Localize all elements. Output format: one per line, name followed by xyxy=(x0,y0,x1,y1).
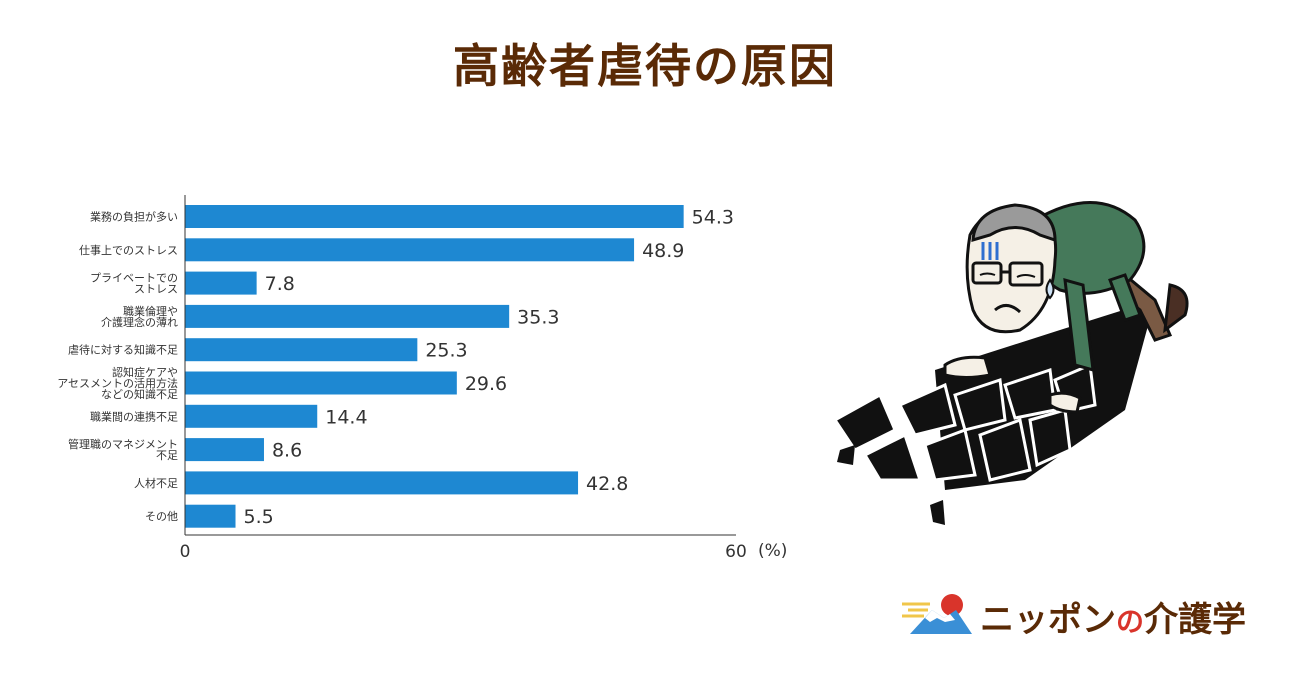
bar-6 xyxy=(185,404,318,428)
mount-fuji-sun-icon xyxy=(902,594,972,634)
category-label-line: 不足 xyxy=(156,449,178,462)
category-label-2: プライベートでのストレス xyxy=(90,272,178,296)
bar-8 xyxy=(185,471,579,495)
bar-1 xyxy=(185,238,635,262)
x-tick-label-0: 0 xyxy=(180,542,191,562)
category-label-0: 業務の負担が多い xyxy=(90,210,178,224)
category-label-7: 管理職のマネジメント不足 xyxy=(68,437,178,462)
category-label-line: ストレス xyxy=(134,283,178,296)
value-label-2: 7.8 xyxy=(265,273,295,295)
x-tick-label-1: 60 xyxy=(725,542,747,562)
value-label-5: 29.6 xyxy=(465,373,507,395)
category-label-6: 職業間の連携不足 xyxy=(90,409,178,423)
value-label-0: 54.3 xyxy=(692,207,734,229)
category-label-line: アセスメントの活用方法 xyxy=(57,376,178,390)
bar-9 xyxy=(185,504,236,528)
brand-logo: ニッポンの介護学 xyxy=(900,590,1260,640)
value-label-1: 48.9 xyxy=(642,240,684,262)
bar-7 xyxy=(185,438,264,462)
category-label-5: 認知症ケアやアセスメントの活用方法などの知識不足 xyxy=(57,365,178,401)
bar-0 xyxy=(185,205,684,228)
category-label-9: その他 xyxy=(145,510,178,523)
category-label-line: 管理職のマネジメント xyxy=(68,437,178,451)
category-label-line: 虐待に対する知識不足 xyxy=(68,343,178,357)
logo-text-end: 介護学 xyxy=(1144,600,1247,640)
elderly-man-illustration xyxy=(832,201,1189,525)
category-label-line: 職業倫理や xyxy=(123,304,178,318)
category-label-line: 人材不足 xyxy=(134,476,178,490)
x-unit-label: (%) xyxy=(758,541,787,561)
category-label-line: 業務の負担が多い xyxy=(90,210,178,224)
value-label-6: 14.4 xyxy=(325,406,367,428)
category-label-line: 介護理念の薄れ xyxy=(101,315,178,329)
value-label-3: 35.3 xyxy=(517,306,559,328)
logo-text-main: ニッポン xyxy=(980,600,1116,640)
value-label-7: 8.6 xyxy=(272,440,302,462)
category-label-line: 仕事上でのストレス xyxy=(79,244,178,257)
category-label-4: 虐待に対する知識不足 xyxy=(68,343,178,357)
bar-chart: 54.3 業務の負担が多い 48.9 仕事上でのストレス 7.8 プライベートでのストレス… xyxy=(57,195,787,562)
category-label-line: プライベートでの xyxy=(90,272,178,285)
bar-3 xyxy=(185,304,510,328)
category-label-line: 職業間の連携不足 xyxy=(90,409,178,423)
value-label-9: 5.5 xyxy=(244,506,274,528)
category-label-line: その他 xyxy=(145,510,178,523)
page-title: 高齢者虐待の原因 xyxy=(453,39,837,93)
category-label-3: 職業倫理や介護理念の薄れ xyxy=(101,304,178,329)
category-label-1: 仕事上でのストレス xyxy=(79,244,178,257)
category-label-line: などの知識不足 xyxy=(101,387,178,401)
bar-5 xyxy=(185,371,457,395)
bar-4 xyxy=(185,338,418,362)
category-label-8: 人材不足 xyxy=(134,476,178,490)
value-label-8: 42.8 xyxy=(586,473,628,495)
logo-text: ニッポンの介護学 xyxy=(980,592,1246,641)
value-label-4: 25.3 xyxy=(425,340,467,362)
bar-2 xyxy=(185,271,257,295)
logo-text-no: の xyxy=(1116,605,1145,638)
category-label-line: 認知症ケアや xyxy=(112,365,178,379)
